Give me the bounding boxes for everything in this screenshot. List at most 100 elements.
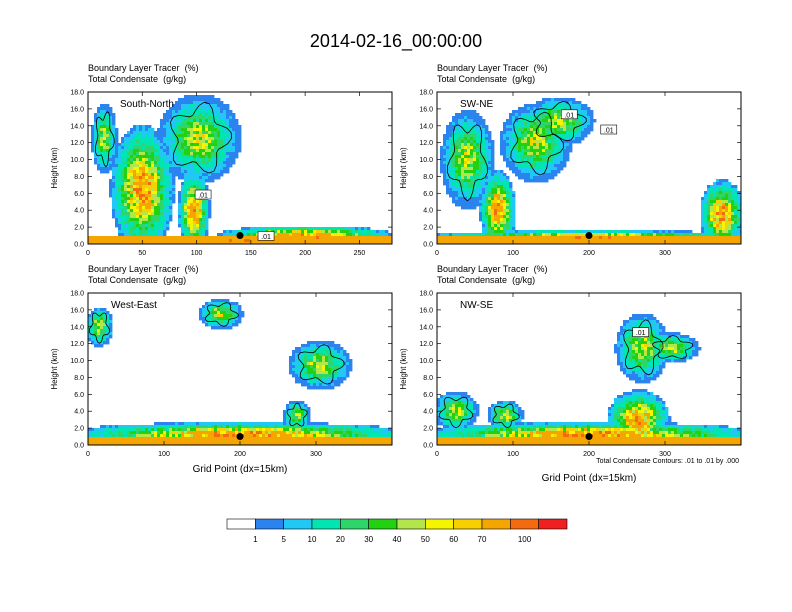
panel2-unit-tracer: (%)	[533, 63, 548, 73]
tracer-cell	[175, 437, 179, 441]
tracer-cell	[337, 233, 341, 237]
tracer-cell	[458, 197, 462, 201]
tracer-cell	[229, 146, 233, 150]
tracer-cell	[476, 116, 480, 120]
tracer-cell	[728, 236, 732, 240]
tracer-cell	[139, 185, 143, 189]
tracer-cell	[734, 209, 738, 213]
tracer-cell	[103, 308, 107, 312]
tracer-cell	[509, 218, 513, 222]
tracer-cell	[449, 161, 453, 165]
tracer-cell	[476, 239, 480, 243]
tracer-cell	[340, 227, 344, 231]
tracer-cell	[229, 122, 233, 126]
tracer-cell	[647, 239, 651, 243]
tracer-cell	[551, 170, 555, 174]
tracer-cell	[214, 170, 218, 174]
tracer-cell	[313, 239, 317, 243]
tracer-cell	[106, 332, 110, 336]
tracer-cell	[485, 140, 489, 144]
tracer-cell	[506, 194, 510, 198]
tracer-cell	[187, 233, 191, 237]
tracer-cell	[145, 131, 149, 135]
tracer-cell	[235, 143, 239, 147]
tracer-cell	[455, 185, 459, 189]
tracer-cell	[94, 239, 98, 243]
tracer-cell	[256, 434, 260, 438]
tracer-cell	[449, 128, 453, 132]
tracer-cell	[115, 158, 119, 162]
tracer-cell	[103, 326, 107, 330]
tracer-cell	[310, 227, 314, 231]
tracer-cell	[190, 107, 194, 111]
tracer-cell	[268, 431, 272, 435]
tracer-cell	[476, 125, 480, 129]
tracer-cell	[199, 203, 203, 207]
tracer-cell	[731, 215, 735, 219]
tracer-cell	[220, 152, 224, 156]
tracer-cell	[521, 230, 525, 234]
tracer-cell	[130, 167, 134, 171]
tracer-cell	[202, 188, 206, 192]
tracer-cell	[142, 167, 146, 171]
tracer-cell	[289, 425, 293, 429]
tracer-cell	[223, 320, 227, 324]
tracer-cell	[629, 236, 633, 240]
tracer-cell	[608, 242, 612, 244]
tracer-cell	[683, 242, 687, 244]
tracer-cell	[527, 143, 531, 147]
tracer-cell	[121, 242, 125, 244]
tracer-cell	[560, 125, 564, 129]
tracer-cell	[545, 98, 549, 102]
tracer-cell	[584, 113, 588, 117]
tracer-cell	[725, 197, 729, 201]
tracer-cell	[292, 410, 296, 414]
tracer-cell	[590, 116, 594, 120]
tracer-cell	[220, 305, 224, 309]
tracer-cell	[581, 131, 585, 135]
tracer-cell	[698, 239, 702, 243]
tracer-cell	[443, 155, 447, 159]
tracer-cell	[115, 191, 119, 195]
tracer-cell	[151, 434, 155, 438]
tracer-cell	[512, 236, 516, 240]
tracer-cell	[154, 179, 158, 183]
tracer-cell	[307, 227, 311, 231]
tracer-cell	[443, 182, 447, 186]
tracer-cell	[479, 140, 483, 144]
tracer-cell	[193, 200, 197, 204]
tracer-cell	[136, 212, 140, 216]
tracer-cell	[479, 182, 483, 186]
tracer-cell	[530, 113, 534, 117]
tracer-cell	[166, 206, 170, 210]
tracer-cell	[181, 197, 185, 201]
tracer-cell	[229, 323, 233, 327]
tracer-cell	[115, 221, 119, 225]
tracer-cell	[109, 428, 113, 432]
tracer-cell	[551, 98, 555, 102]
tracer-cell	[641, 239, 645, 243]
tracer-cell	[127, 434, 131, 438]
tracer-cell	[199, 149, 203, 153]
tracer-cell	[641, 236, 645, 240]
tracer-cell	[482, 119, 486, 123]
tracer-cell	[103, 104, 107, 108]
tracer-cell	[91, 146, 95, 150]
tracer-cell	[91, 239, 95, 243]
tracer-cell	[169, 218, 173, 222]
tracer-cell	[181, 170, 185, 174]
tracer-cell	[476, 131, 480, 135]
tracer-cell	[196, 104, 200, 108]
tracer-cell	[121, 197, 125, 201]
tracer-cell	[211, 134, 215, 138]
tracer-cell	[367, 233, 371, 237]
tracer-cell	[482, 197, 486, 201]
tracer-cell	[587, 131, 591, 135]
tracer-cell	[349, 233, 353, 237]
tracer-cell	[482, 170, 486, 174]
tracer-cell	[136, 425, 140, 429]
x-tick-label: 200	[583, 250, 595, 257]
tracer-cell	[710, 203, 714, 207]
tracer-cell	[262, 428, 266, 432]
tracer-cell	[515, 140, 519, 144]
